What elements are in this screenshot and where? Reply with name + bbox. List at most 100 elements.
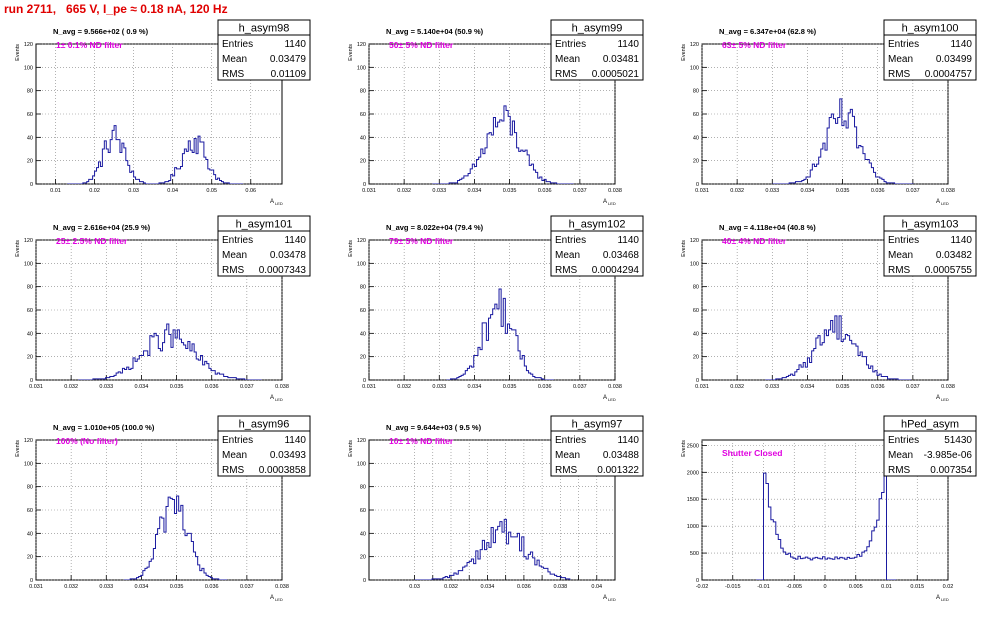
y-tick-label: 0 <box>363 378 366 384</box>
x-tick-label: 0.036 <box>538 188 552 194</box>
navg-label: N_avg = 9.644e+03 ( 9.5 %) <box>386 423 482 432</box>
x-axis-label: A <box>936 595 940 601</box>
x-tick-label: 0.038 <box>941 384 955 390</box>
stats-value-mean: 0.03488 <box>603 450 640 461</box>
x-tick-label: -0.015 <box>725 584 741 590</box>
x-tick-label: 0.035 <box>503 188 517 194</box>
x-axis-label-subscript: LED <box>275 397 283 402</box>
x-tick-label: 0.038 <box>553 584 567 590</box>
y-tick-label: 0 <box>696 378 699 384</box>
y-tick-label: 60 <box>693 308 699 314</box>
filter-label: 25± 2.5% ND filter <box>56 236 128 246</box>
y-tick-label: 40 <box>360 531 366 537</box>
navg-label: N_avg = 4.118e+04 (40.8 %) <box>719 223 816 232</box>
y-tick-label: 20 <box>693 355 699 361</box>
stats-box-frame <box>217 19 311 81</box>
y-tick-label: 60 <box>27 308 33 314</box>
x-tick-label: 0.031 <box>362 384 376 390</box>
stats-value-rms: 0.001322 <box>597 465 639 476</box>
x-tick-label: 0.035 <box>836 384 850 390</box>
x-axis-label: A <box>603 395 607 401</box>
x-tick-label: 0.031 <box>362 188 376 194</box>
x-tick-label: 0.037 <box>573 188 587 194</box>
y-tick-label: 1500 <box>687 497 699 503</box>
plot-h_asym99: 0.031 0.032 0.033 0.034 0.035 0.036 0.037 0.038… <box>348 19 644 206</box>
y-tick-label: 80 <box>360 485 366 491</box>
filter-label: 40± 4% ND filter <box>722 236 787 246</box>
x-tick-label: 0.032 <box>397 384 411 390</box>
stats-value-rms: 0.0007343 <box>259 265 307 276</box>
x-tick-label: 0.03 <box>128 188 139 194</box>
stats-value-mean: 0.03478 <box>270 250 307 261</box>
y-tick-label: 60 <box>693 112 699 118</box>
stats-box: h_asym96 Entries 1140 Mean 0.03493 RMS 0.00038… <box>217 415 311 477</box>
x-tick-label: 0.032 <box>730 188 744 194</box>
x-axis-label: A <box>936 199 940 205</box>
y-axis-label: Events <box>348 44 354 61</box>
x-tick-label: -0.01 <box>757 584 770 590</box>
histogram-line <box>756 468 897 580</box>
page-title: run 2711, 665 V, I_pe ≈ 0.18 nA, 120 Hz <box>4 2 228 16</box>
x-tick-label: 0.036 <box>205 584 219 590</box>
filter-label: 63± 5% ND filter <box>722 40 787 50</box>
y-axis-label: Events <box>15 240 21 257</box>
x-tick-label: 0.005 <box>849 584 863 590</box>
stats-value-entries: 51430 <box>944 435 972 446</box>
x-tick-label: 0.032 <box>730 384 744 390</box>
stats-value-mean: 0.03481 <box>603 54 640 65</box>
x-axis-label-subscript: LED <box>608 201 616 206</box>
y-axis-label: Events <box>348 440 354 457</box>
stats-label-rms: RMS <box>222 69 245 80</box>
x-tick-label: 0.038 <box>941 188 955 194</box>
stats-label-rms: RMS <box>555 465 578 476</box>
stats-label-entries: Entries <box>555 235 586 246</box>
y-tick-label: 80 <box>693 285 699 291</box>
navg-label: N_avg = 1.010e+05 (100.0 %) <box>53 423 155 432</box>
stats-value-mean: 0.03468 <box>603 250 640 261</box>
x-tick-label: 0.034 <box>801 188 815 194</box>
x-tick-label: 0.032 <box>64 584 78 590</box>
y-tick-label: 100 <box>690 65 699 71</box>
stats-value-mean: 0.03482 <box>936 250 973 261</box>
x-tick-label: 0 <box>823 584 826 590</box>
x-tick-label: 0.06 <box>245 188 256 194</box>
x-axis-label: A <box>270 595 274 601</box>
x-tick-label: 0.032 <box>397 188 411 194</box>
y-tick-label: 100 <box>24 461 33 467</box>
x-tick-label: 0.01 <box>881 584 892 590</box>
stats-box-title: h_asym103 <box>902 219 959 231</box>
y-axis-label: Events <box>681 240 687 257</box>
y-tick-label: 60 <box>360 508 366 514</box>
y-tick-label: 120 <box>357 438 366 444</box>
histogram-line <box>772 98 914 184</box>
histogram-line <box>414 518 571 580</box>
stats-box-frame <box>883 415 977 477</box>
y-tick-label: 40 <box>27 331 33 337</box>
histogram-line <box>446 288 554 380</box>
stats-value-entries: 1140 <box>950 235 972 246</box>
x-tick-label: 0.034 <box>481 584 495 590</box>
stats-label-mean: Mean <box>888 54 913 65</box>
y-tick-label: 80 <box>27 485 33 491</box>
x-tick-label: 0.033 <box>99 384 113 390</box>
plot-hPed_asym: -0.02 -0.015 -0.01 -0.005 0 0.005 0.01 0.015 0.0… <box>681 415 977 602</box>
x-tick-label: 0.034 <box>135 584 149 590</box>
x-axis-label-subscript: LED <box>941 597 949 602</box>
x-axis-label-subscript: LED <box>608 397 616 402</box>
y-axis-label: Events <box>15 440 21 457</box>
stats-label-entries: Entries <box>222 39 253 50</box>
x-axis-label: A <box>603 199 607 205</box>
x-axis-label: A <box>603 595 607 601</box>
y-tick-label: 20 <box>360 355 366 361</box>
x-axis-label-subscript: LED <box>275 597 283 602</box>
stats-box-title: h_asym102 <box>569 219 626 231</box>
stats-value-mean: 0.03493 <box>270 450 307 461</box>
stats-value-entries: 1140 <box>284 39 306 50</box>
x-tick-label: 0.035 <box>503 384 517 390</box>
stats-box-title: h_asym100 <box>902 23 959 35</box>
y-tick-label: 120 <box>357 238 366 244</box>
stats-value-entries: 1140 <box>617 235 639 246</box>
stats-value-rms: 0.01109 <box>271 69 307 80</box>
y-tick-label: 100 <box>357 65 366 71</box>
x-tick-label: -0.005 <box>786 584 802 590</box>
